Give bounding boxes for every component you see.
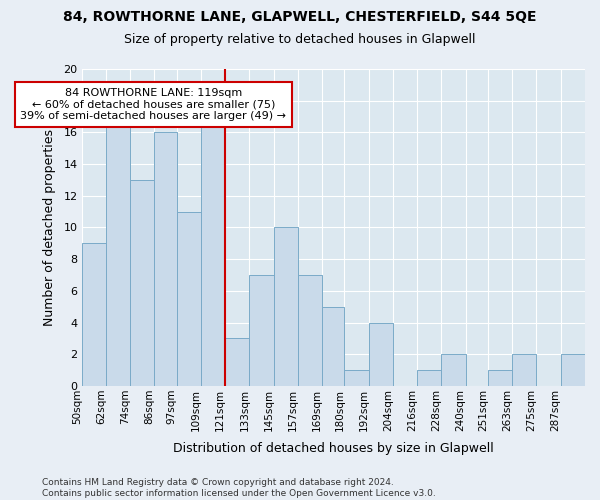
Bar [322, 306, 344, 386]
Bar [344, 370, 369, 386]
Bar [106, 116, 130, 386]
Bar [369, 322, 393, 386]
Bar [274, 228, 298, 386]
Text: Contains HM Land Registry data © Crown copyright and database right 2024.
Contai: Contains HM Land Registry data © Crown c… [42, 478, 436, 498]
Bar [561, 354, 585, 386]
Bar [488, 370, 512, 386]
Y-axis label: Number of detached properties: Number of detached properties [43, 129, 56, 326]
Text: 84, ROWTHORNE LANE, GLAPWELL, CHESTERFIELD, S44 5QE: 84, ROWTHORNE LANE, GLAPWELL, CHESTERFIE… [63, 10, 537, 24]
Bar [130, 180, 154, 386]
Bar [512, 354, 536, 386]
Bar [177, 212, 201, 386]
Bar [250, 275, 274, 386]
Bar [201, 116, 225, 386]
Bar [82, 244, 106, 386]
Bar [298, 275, 322, 386]
Text: Size of property relative to detached houses in Glapwell: Size of property relative to detached ho… [124, 32, 476, 46]
X-axis label: Distribution of detached houses by size in Glapwell: Distribution of detached houses by size … [173, 442, 494, 455]
Bar [442, 354, 466, 386]
Text: 84 ROWTHORNE LANE: 119sqm
← 60% of detached houses are smaller (75)
39% of semi-: 84 ROWTHORNE LANE: 119sqm ← 60% of detac… [20, 88, 286, 121]
Bar [225, 338, 250, 386]
Bar [154, 132, 177, 386]
Bar [417, 370, 442, 386]
